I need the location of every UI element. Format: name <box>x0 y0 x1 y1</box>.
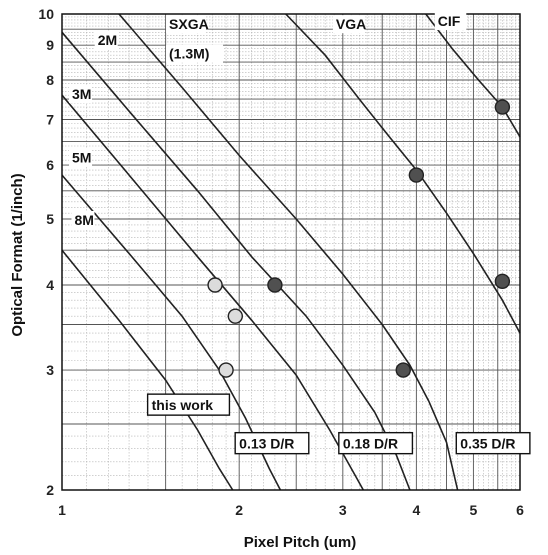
data-point-this-work <box>207 277 223 293</box>
curve-label: 2M <box>98 32 117 48</box>
process-label: 0.13 D/R <box>239 436 294 452</box>
y-tick-label: 7 <box>46 111 54 127</box>
process-labels: this work 0.13 D/R 0.18 D/R 0.35 D/R <box>146 393 531 455</box>
y-tick-label: 5 <box>46 211 54 227</box>
process-label-box <box>338 431 414 455</box>
y-tick-label: 6 <box>46 157 54 173</box>
major-grid <box>61 13 521 491</box>
y-tick-label: 10 <box>38 6 54 22</box>
y-tick-label: 3 <box>46 362 54 378</box>
data-point-0-35-d-r <box>494 273 511 290</box>
curve-label-bg <box>69 85 93 104</box>
curve-label-bg <box>69 148 93 167</box>
data-points <box>207 99 511 378</box>
y-tick-label: 4 <box>46 277 54 293</box>
data-point-this-work <box>227 308 244 324</box>
y-axis-label: Optical Format (1/inch) <box>9 173 26 336</box>
curve-cif <box>425 13 521 138</box>
x-tick-label: 1 <box>58 502 66 518</box>
process-label-box <box>146 393 231 416</box>
process-label: 0.18 D/R <box>343 436 398 452</box>
process-label: this work <box>152 397 214 413</box>
process-label-box <box>234 431 310 455</box>
x-tick-label: 2 <box>235 502 243 518</box>
curve-label-bg <box>166 15 207 34</box>
x-tick-label: 5 <box>469 502 477 518</box>
x-axis-label: Pixel Pitch (um) <box>244 534 357 551</box>
process-label-box <box>455 431 531 455</box>
data-point-0-18-d-r <box>408 167 425 183</box>
curve-label: (1.3M) <box>169 46 209 62</box>
y-tick-label: 2 <box>46 482 54 498</box>
curve-label-bg <box>332 15 365 34</box>
y-tick-label: 8 <box>46 72 54 88</box>
curve-label: 5M <box>72 150 91 166</box>
curve-2m <box>61 31 411 491</box>
curve-label: SXGA <box>169 16 209 32</box>
y-tick-label: 9 <box>46 37 54 53</box>
curve-label: 3M <box>72 86 91 102</box>
data-point-this-work <box>218 362 234 378</box>
curve-label: VGA <box>336 16 366 32</box>
curve-label: CIF <box>438 13 461 29</box>
curve-sxga-1-3m- <box>118 13 459 491</box>
x-tick-label: 4 <box>412 502 420 518</box>
x-axis-ticks: 1 2 3 4 5 6 <box>58 502 524 518</box>
data-point-0-18-d-r <box>395 362 411 378</box>
format-curves <box>61 13 521 491</box>
curve-label-bg <box>434 12 467 31</box>
data-point-0-13-d-r <box>267 277 283 293</box>
minor-grid <box>61 13 521 491</box>
x-tick-label: 6 <box>516 502 524 518</box>
curve-label-bg <box>94 31 118 50</box>
y-axis-ticks: 2 3 4 5 6 7 8 9 10 <box>38 6 54 498</box>
curve-3m <box>61 94 364 491</box>
curve-annotations: 2M 3M 5M 8M SXGA (1.3M) VGA CIF <box>69 12 467 229</box>
curve-label: 8M <box>74 212 93 228</box>
curve-label-bg <box>166 44 224 63</box>
x-tick-label: 3 <box>339 502 347 518</box>
data-point-0-35-d-r <box>494 99 511 115</box>
plot-frame <box>61 13 521 491</box>
curve-label-bg <box>71 210 95 229</box>
process-label: 0.35 D/R <box>460 436 515 452</box>
